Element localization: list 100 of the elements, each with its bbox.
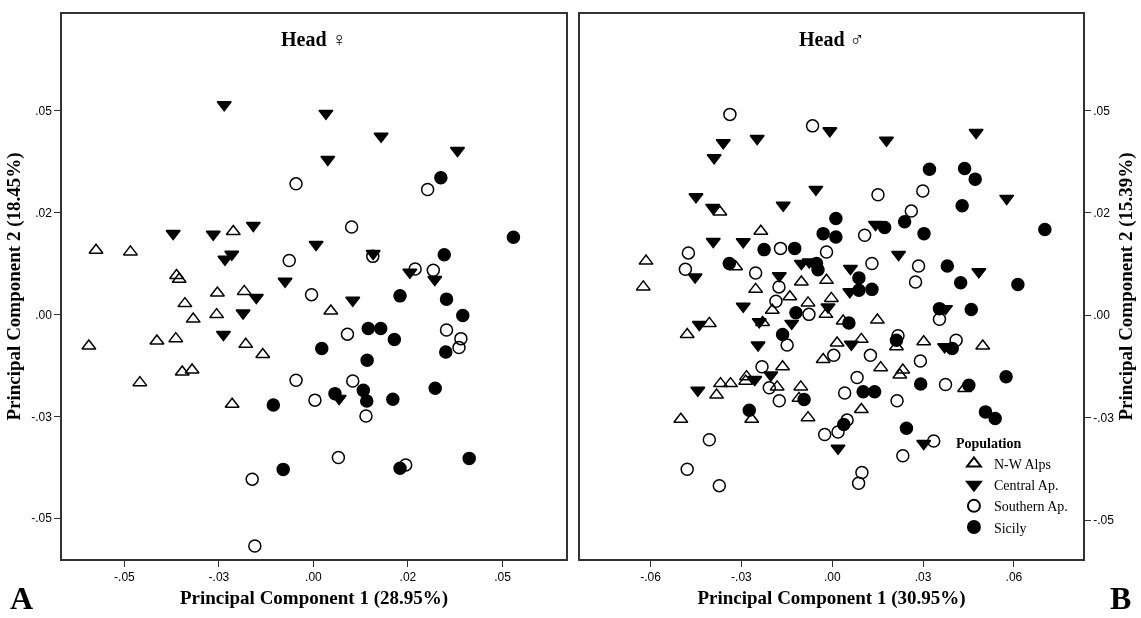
y-tick-label: -.03 — [31, 409, 53, 424]
point — [437, 247, 451, 262]
point — [715, 138, 731, 150]
y-tick-label: .02 — [35, 205, 53, 220]
point — [398, 458, 413, 472]
point — [702, 433, 717, 447]
point — [922, 162, 937, 177]
point — [344, 220, 359, 234]
text: B — [1110, 580, 1132, 616]
x-axis-title: Principal Component 1 (28.95%) — [179, 587, 449, 610]
point — [346, 374, 360, 388]
point — [387, 332, 402, 347]
point — [427, 275, 443, 287]
point — [315, 341, 329, 356]
point — [215, 330, 232, 342]
point — [837, 417, 851, 432]
legend-title: Population — [955, 435, 1022, 451]
point — [817, 427, 832, 442]
point — [755, 360, 769, 374]
point — [889, 333, 904, 347]
x-tick-label: -.03 — [208, 570, 230, 585]
point — [328, 386, 342, 401]
point — [819, 245, 834, 259]
point — [420, 182, 435, 197]
point — [890, 250, 907, 262]
point — [691, 320, 707, 332]
point — [747, 282, 764, 294]
point — [890, 394, 904, 408]
point — [757, 242, 771, 257]
point — [988, 411, 1002, 426]
point — [454, 331, 468, 346]
point — [780, 338, 794, 352]
point — [829, 230, 843, 244]
point — [865, 256, 879, 271]
point — [843, 340, 860, 352]
x-axis-title: Principal Component 1 (30.95%) — [697, 587, 966, 610]
point — [704, 203, 721, 215]
point — [762, 380, 777, 395]
point — [917, 226, 931, 241]
point — [225, 224, 241, 236]
point — [772, 280, 786, 294]
point — [953, 276, 968, 290]
point — [393, 289, 407, 303]
point — [808, 185, 824, 197]
point — [853, 332, 870, 344]
point — [913, 377, 928, 391]
point — [978, 405, 993, 419]
y-tick-label: .05 — [35, 104, 53, 119]
point — [850, 370, 864, 385]
point — [705, 237, 721, 249]
point — [679, 327, 695, 339]
point — [751, 317, 767, 329]
x-tick-label: .02 — [399, 570, 417, 585]
point — [289, 373, 303, 387]
point — [940, 259, 955, 273]
point — [712, 376, 729, 388]
point — [782, 289, 798, 301]
point — [831, 425, 845, 439]
point — [255, 347, 271, 359]
point — [873, 360, 889, 372]
point — [818, 273, 835, 285]
point — [800, 410, 816, 422]
point — [797, 392, 811, 407]
point — [248, 293, 265, 305]
legend-label: Central Ap. — [993, 478, 1059, 494]
point — [871, 187, 885, 202]
point — [749, 134, 765, 146]
point — [865, 282, 879, 297]
point — [248, 539, 262, 553]
point — [426, 263, 441, 277]
point — [932, 301, 947, 316]
y2-tick-label: -.03 — [1093, 410, 1115, 425]
point — [360, 394, 374, 408]
point — [964, 302, 979, 317]
point — [968, 128, 984, 140]
point — [957, 161, 972, 176]
x-tick-label: -.06 — [640, 570, 662, 585]
point — [857, 228, 872, 243]
point — [673, 412, 689, 424]
point — [784, 319, 800, 331]
x-tick-label: .03 — [914, 570, 932, 585]
point — [926, 434, 941, 448]
point — [852, 271, 866, 285]
point — [747, 375, 763, 387]
point — [360, 353, 374, 367]
point — [393, 461, 407, 475]
point — [775, 327, 790, 342]
y2-tick-label: .00 — [1093, 308, 1111, 323]
point — [722, 256, 737, 271]
point — [439, 323, 454, 337]
point — [827, 348, 841, 363]
point — [340, 327, 355, 341]
point — [896, 448, 910, 463]
point — [748, 266, 763, 280]
point — [775, 201, 791, 213]
point — [722, 376, 739, 388]
point — [823, 291, 840, 303]
point — [863, 348, 878, 363]
point — [506, 230, 521, 244]
point — [897, 215, 912, 229]
